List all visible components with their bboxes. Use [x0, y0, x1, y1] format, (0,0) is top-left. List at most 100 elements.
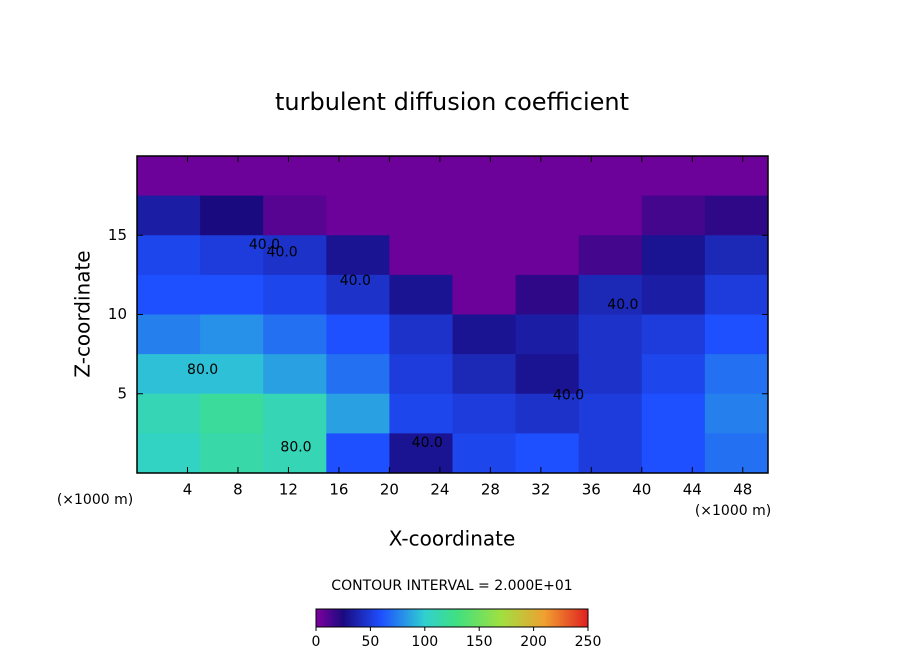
- contour-label: 40.0: [412, 435, 443, 451]
- field-cell: [578, 195, 643, 236]
- field-cell: [326, 393, 390, 434]
- field-cell: [200, 433, 264, 474]
- contour-label: 40.0: [553, 387, 584, 403]
- field-cell: [137, 314, 201, 355]
- field-cell: [704, 274, 769, 315]
- contour-label: 40.0: [607, 297, 638, 313]
- field-cell: [704, 195, 769, 236]
- field-cell: [578, 393, 643, 434]
- field-cell: [452, 235, 517, 276]
- field-cell: [452, 274, 517, 315]
- field-cell: [200, 274, 264, 315]
- y-tick-label: 5: [117, 384, 127, 402]
- field: [137, 156, 769, 474]
- colorbar: [315, 608, 589, 628]
- x-tick-label: 4: [183, 481, 193, 499]
- field-cell: [641, 354, 706, 395]
- contour-label: 80.0: [187, 362, 218, 378]
- field-cell: [200, 354, 264, 395]
- field-cell: [137, 195, 201, 236]
- field-cell: [137, 433, 201, 474]
- x-tick-label: 12: [279, 481, 298, 499]
- field-cell: [263, 195, 327, 236]
- x-tick-label: 36: [582, 481, 601, 499]
- colorbar-tick-label: 50: [361, 634, 379, 650]
- field-cell: [137, 235, 201, 276]
- field-cell: [641, 393, 706, 434]
- field-cell: [452, 195, 517, 236]
- field-cell: [641, 274, 706, 315]
- x-tick-label: 48: [733, 481, 752, 499]
- contour-label: 40.0: [267, 245, 298, 261]
- field-cell: [263, 433, 327, 474]
- field-cell: [515, 393, 580, 434]
- field-cell: [704, 354, 769, 395]
- field-cell: [578, 354, 643, 395]
- field-cell: [326, 235, 390, 276]
- contour-label: 40.0: [340, 273, 371, 289]
- field-cell: [326, 433, 390, 474]
- field-cell: [704, 156, 769, 197]
- y-tick-label: 10: [108, 305, 127, 323]
- field-cell: [137, 354, 201, 395]
- field-cell: [641, 235, 706, 276]
- field-cell: [389, 354, 453, 395]
- colorbar-tick-label: 100: [411, 634, 438, 650]
- chart-title: turbulent diffusion coefficient: [275, 88, 629, 116]
- x-axis-label: X-coordinate: [389, 527, 516, 551]
- colorbar-tick-label: 150: [466, 634, 493, 650]
- x-tick-label: 8: [233, 481, 243, 499]
- field-cell: [263, 314, 327, 355]
- y-axis-label: Z-coordinate: [71, 250, 95, 377]
- x-tick-label: 28: [481, 481, 500, 499]
- field-cell: [389, 433, 453, 474]
- x-tick-label: 16: [329, 481, 348, 499]
- colorbar-tick-label: 250: [575, 634, 602, 650]
- field-cell: [452, 156, 517, 197]
- field-cell: [263, 235, 327, 276]
- field-cell: [389, 274, 453, 315]
- x-unit-label: (×1000 m): [695, 503, 771, 519]
- field-cell: [641, 195, 706, 236]
- field-cell: [326, 156, 390, 197]
- colorbar-tick-label: 0: [312, 634, 321, 650]
- field-cell: [389, 235, 453, 276]
- field-cell: [263, 354, 327, 395]
- field-cell: [578, 433, 643, 474]
- colorbar-tick-label: 200: [520, 634, 547, 650]
- field-cell: [578, 274, 643, 315]
- field-cell: [452, 314, 517, 355]
- field-cell: [137, 274, 201, 315]
- x-tick-label: 20: [380, 481, 399, 499]
- field-cell: [263, 274, 327, 315]
- field-cell: [326, 354, 390, 395]
- field-cell: [515, 433, 580, 474]
- field-cell: [200, 195, 264, 236]
- field-cell: [200, 235, 264, 276]
- field-cell: [200, 393, 264, 434]
- field-cell: [704, 235, 769, 276]
- colorbar-title: CONTOUR INTERVAL = 2.000E+01: [331, 578, 572, 594]
- field-cell: [452, 433, 517, 474]
- field-cell: [641, 433, 706, 474]
- contour-label: 40.0: [249, 237, 280, 253]
- overlay: 40.040.040.080.080.0 40.040.040.04 8 12 16 20…: [108, 155, 769, 499]
- y-tick-label: 15: [108, 226, 127, 244]
- field-cell: [578, 314, 643, 355]
- field-cell: [389, 314, 453, 355]
- field-cell: [389, 195, 453, 236]
- field-cell: [641, 156, 706, 197]
- field-cell: [326, 274, 390, 315]
- field-cell: [452, 354, 517, 395]
- field-cell: [326, 195, 390, 236]
- field-cell: [515, 314, 580, 355]
- field-cell: [137, 156, 201, 197]
- field-cell: [137, 393, 201, 434]
- field-cell: [200, 156, 264, 197]
- field-cell: [452, 393, 517, 434]
- field-cell: [515, 274, 580, 315]
- field-cell: [704, 393, 769, 434]
- field-cell: [515, 195, 580, 236]
- field-cell: [200, 314, 264, 355]
- field-cell: [263, 156, 327, 197]
